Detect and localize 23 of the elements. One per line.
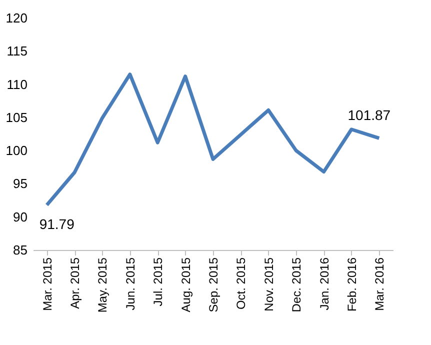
- x-tick-label: Apr. 2015: [68, 257, 82, 309]
- x-tick-label: Feb. 2016: [344, 257, 359, 312]
- x-tick-label: Jan. 2016: [317, 257, 332, 310]
- data-label: 101.87: [348, 107, 391, 124]
- x-tick-label: Mar. 2016: [372, 257, 387, 311]
- x-tick-label: Jul. 2015: [151, 257, 166, 306]
- data-label: 91.79: [39, 216, 75, 232]
- x-tick-label: Jun. 2015: [123, 257, 138, 310]
- y-tick-label: 90: [13, 209, 28, 224]
- x-tick-label: Aug. 2015: [178, 257, 193, 312]
- x-tick-label: Mar. 2015: [40, 257, 54, 311]
- x-tick-label: Nov. 2015: [262, 257, 276, 312]
- y-tick-label: 85: [13, 242, 28, 258]
- x-tick-label: Oct. 2015: [234, 257, 248, 310]
- x-tick-label: Dec. 2015: [290, 257, 304, 312]
- y-tick-label: 95: [13, 176, 28, 192]
- x-tick-label: May. 2015: [96, 257, 110, 313]
- x-tick-label: Sep. 2015: [206, 257, 220, 312]
- y-tick-label: 110: [6, 76, 28, 92]
- y-tick-label: 120: [6, 10, 28, 26]
- y-tick-label: 115: [6, 44, 28, 59]
- y-tick-label: 105: [6, 110, 28, 125]
- y-tick-label: 100: [6, 143, 28, 158]
